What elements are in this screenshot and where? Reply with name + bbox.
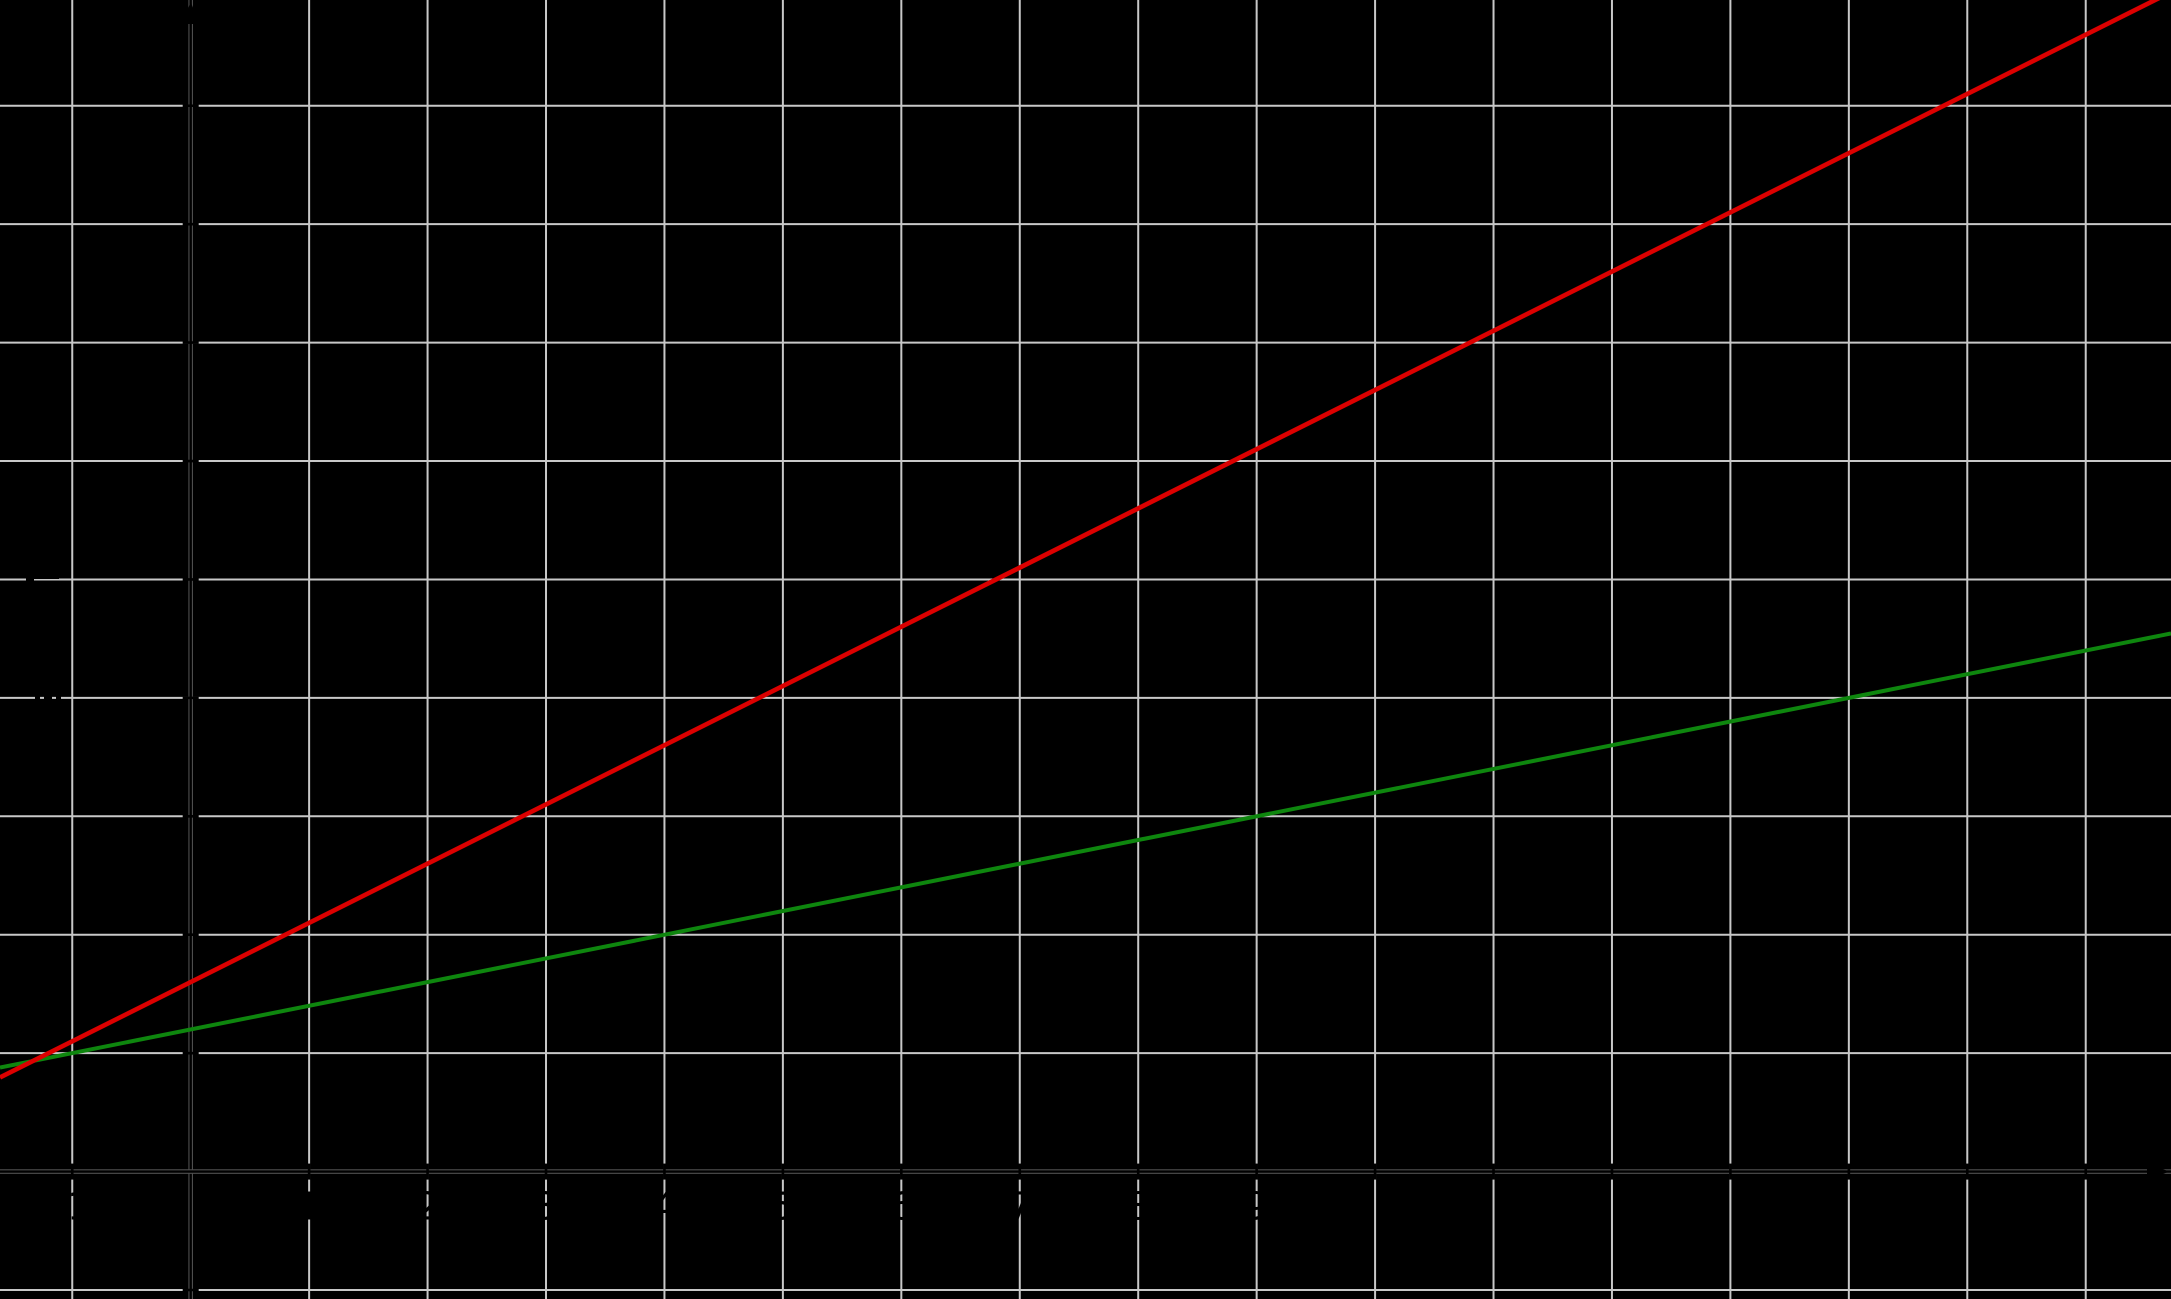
x-tick-label: 9 bbox=[1245, 1185, 1269, 1229]
stray-black-mark bbox=[35, 688, 40, 706]
x-tick-label: 6 bbox=[889, 1185, 913, 1229]
x-tick-label: 4 bbox=[652, 1185, 676, 1229]
x-tick-label: 10 bbox=[1351, 1185, 1399, 1229]
x-tick-label: -1 bbox=[53, 1185, 91, 1229]
x-tick-label: 2 bbox=[415, 1185, 439, 1229]
x-tick-label: 16 bbox=[2062, 1185, 2110, 1229]
stray-black-mark bbox=[56, 690, 61, 706]
x-tick-label: 13 bbox=[1706, 1185, 1754, 1229]
stray-black-mark bbox=[26, 568, 34, 584]
red-line bbox=[0, 0, 2161, 1080]
stray-black-mark bbox=[44, 690, 52, 706]
x-tick-label: 14 bbox=[1825, 1185, 1873, 1229]
x-tick-label: 7 bbox=[1008, 1185, 1032, 1229]
x-tick-label: 15 bbox=[1943, 1185, 1991, 1229]
stray-black-mark bbox=[34, 566, 59, 579]
x-tick-label: 5 bbox=[771, 1185, 795, 1229]
x-tick-label: 11 bbox=[1469, 1185, 1517, 1229]
y-axis-arrow-icon bbox=[181, 2, 200, 24]
x-tick-label: 12 bbox=[1588, 1185, 1636, 1229]
green-line bbox=[0, 631, 2171, 1070]
x-tick-label: 3 bbox=[534, 1185, 558, 1229]
x-axis-arrow-icon bbox=[2147, 1162, 2169, 1181]
x-tick-label: 8 bbox=[1126, 1185, 1150, 1229]
x-tick-label: 1 bbox=[297, 1185, 321, 1229]
x-tick-label: 0 bbox=[159, 1185, 183, 1229]
